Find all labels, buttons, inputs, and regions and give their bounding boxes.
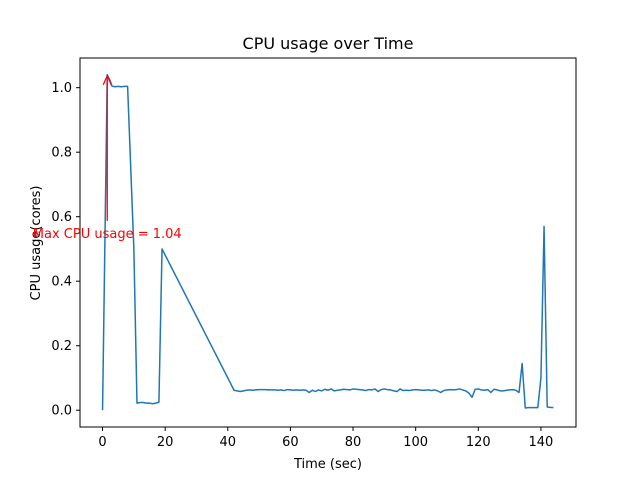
y-tick-label: 0.0 (51, 404, 72, 419)
plot-area (79, 57, 577, 428)
cpu-usage-line (101, 74, 554, 411)
x-tick-label: 120 (466, 435, 491, 450)
x-tick-label: 60 (282, 435, 299, 450)
x-tick-label: 80 (345, 435, 362, 450)
x-tick-label: 20 (157, 435, 174, 450)
chart-title: CPU usage over Time (243, 34, 414, 53)
max-cpu-annotation: Max CPU usage = 1.04 (33, 227, 182, 242)
y-axis: 0.0 0.2 0.4 0.6 0.8 1.0 (51, 81, 80, 419)
y-tick-label: 0.8 (51, 146, 72, 161)
annotation-layer: Max CPU usage = 1.04 (33, 74, 182, 242)
x-tick-label: 140 (529, 435, 554, 450)
y-tick-label: 0.2 (51, 339, 72, 354)
y-axis-label: CPU usage(cores) (29, 186, 44, 301)
y-tick-label: 0.6 (51, 210, 72, 225)
x-axis: 0 20 40 60 80 100 120 140 (98, 427, 553, 450)
annotation-arrow-head (102, 74, 112, 86)
x-tick-label: 40 (220, 435, 237, 450)
x-tick-label: 100 (403, 435, 428, 450)
axes-frame (79, 57, 577, 428)
y-tick-label: 1.0 (51, 81, 72, 96)
x-tick-label: 0 (98, 435, 106, 450)
y-tick-label: 0.4 (51, 275, 72, 290)
data-layer (101, 74, 554, 411)
x-axis-label: Time (sec) (293, 457, 362, 472)
